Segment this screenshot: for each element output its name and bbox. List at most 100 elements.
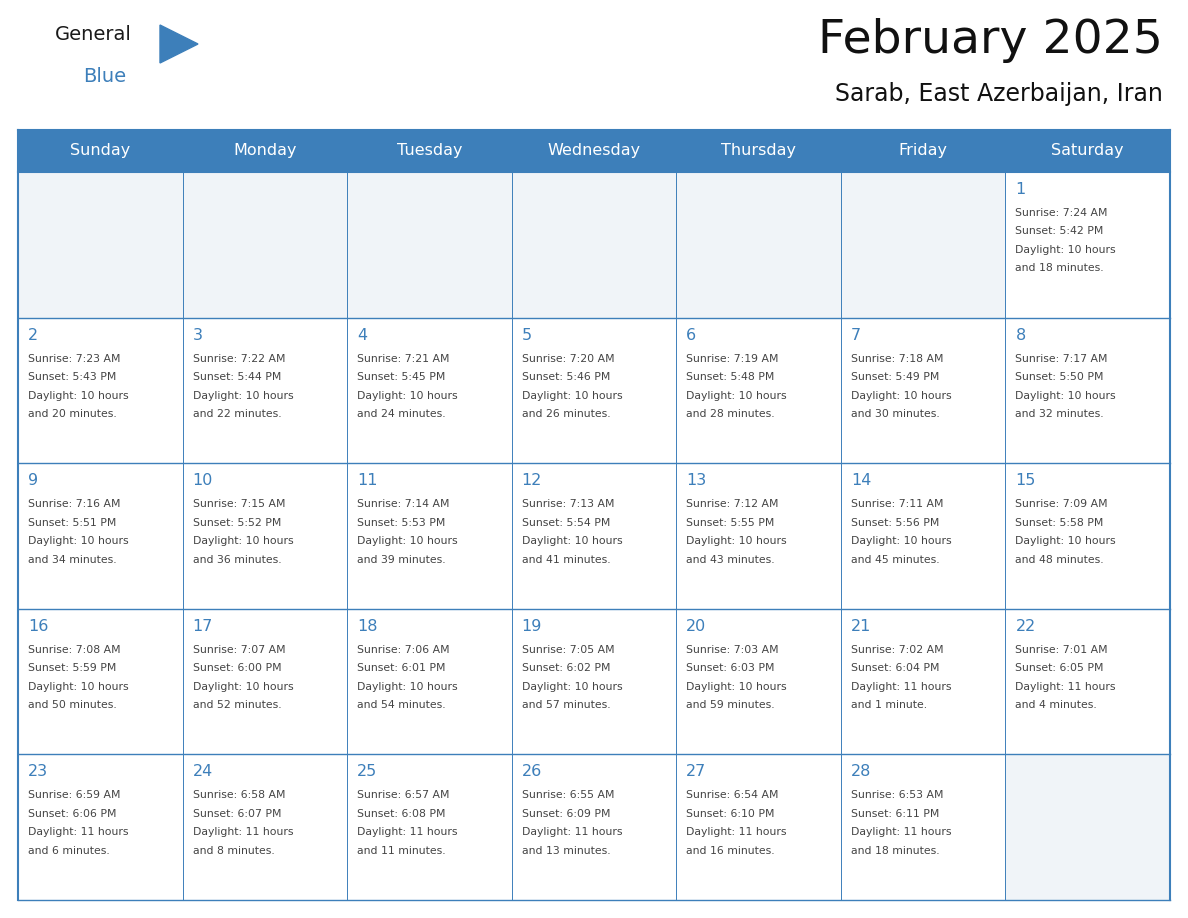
Text: and 1 minute.: and 1 minute.	[851, 700, 927, 711]
Bar	[676, 318, 841, 464]
Text: Sunrise: 7:12 AM: Sunrise: 7:12 AM	[687, 499, 779, 509]
Text: Sunrise: 6:53 AM: Sunrise: 6:53 AM	[851, 790, 943, 800]
Text: 19: 19	[522, 619, 542, 633]
Text: Sunrise: 7:17 AM: Sunrise: 7:17 AM	[1016, 353, 1108, 364]
Text: and 8 minutes.: and 8 minutes.	[192, 845, 274, 856]
Text: Sunset: 6:05 PM: Sunset: 6:05 PM	[1016, 664, 1104, 673]
Bar	[841, 172, 1005, 318]
Bar	[347, 318, 512, 464]
Text: General: General	[55, 25, 132, 44]
Text: and 50 minutes.: and 50 minutes.	[29, 700, 116, 711]
Text: Friday: Friday	[898, 143, 948, 159]
Text: Daylight: 10 hours: Daylight: 10 hours	[522, 390, 623, 400]
Text: and 13 minutes.: and 13 minutes.	[522, 845, 611, 856]
Text: and 41 minutes.: and 41 minutes.	[522, 554, 611, 565]
Bar	[841, 464, 1005, 609]
Text: 2: 2	[29, 328, 38, 342]
Bar	[347, 755, 512, 900]
Text: Daylight: 11 hours: Daylight: 11 hours	[851, 682, 952, 692]
Bar	[18, 172, 183, 318]
Text: Daylight: 10 hours: Daylight: 10 hours	[358, 536, 457, 546]
Bar	[1005, 318, 1170, 464]
Text: Daylight: 10 hours: Daylight: 10 hours	[851, 536, 952, 546]
Text: Sunrise: 7:19 AM: Sunrise: 7:19 AM	[687, 353, 779, 364]
Text: 11: 11	[358, 473, 378, 488]
Text: Daylight: 10 hours: Daylight: 10 hours	[1016, 245, 1116, 255]
Text: Sunrise: 7:09 AM: Sunrise: 7:09 AM	[1016, 499, 1108, 509]
Text: Sunrise: 7:06 AM: Sunrise: 7:06 AM	[358, 644, 450, 655]
Text: Sunrise: 7:07 AM: Sunrise: 7:07 AM	[192, 644, 285, 655]
Text: Sunrise: 7:01 AM: Sunrise: 7:01 AM	[1016, 644, 1108, 655]
Text: 5: 5	[522, 328, 532, 342]
Text: Daylight: 10 hours: Daylight: 10 hours	[358, 390, 457, 400]
Text: Daylight: 10 hours: Daylight: 10 hours	[522, 536, 623, 546]
Text: Sunset: 6:10 PM: Sunset: 6:10 PM	[687, 809, 775, 819]
Text: Sunrise: 6:59 AM: Sunrise: 6:59 AM	[29, 790, 120, 800]
Text: Daylight: 10 hours: Daylight: 10 hours	[192, 536, 293, 546]
Text: and 16 minutes.: and 16 minutes.	[687, 845, 775, 856]
Text: Sunrise: 7:11 AM: Sunrise: 7:11 AM	[851, 499, 943, 509]
Bar	[347, 609, 512, 755]
Text: and 4 minutes.: and 4 minutes.	[1016, 700, 1098, 711]
Text: 28: 28	[851, 765, 871, 779]
Bar	[183, 755, 347, 900]
Bar	[1005, 755, 1170, 900]
Text: Wednesday: Wednesday	[548, 143, 640, 159]
Text: and 11 minutes.: and 11 minutes.	[358, 845, 446, 856]
Text: 12: 12	[522, 473, 542, 488]
Bar	[841, 755, 1005, 900]
Text: Sunrise: 7:24 AM: Sunrise: 7:24 AM	[1016, 208, 1108, 218]
Bar	[183, 172, 347, 318]
Text: 6: 6	[687, 328, 696, 342]
Text: Sunrise: 7:18 AM: Sunrise: 7:18 AM	[851, 353, 943, 364]
Text: and 18 minutes.: and 18 minutes.	[1016, 263, 1104, 274]
Text: and 48 minutes.: and 48 minutes.	[1016, 554, 1104, 565]
Bar	[676, 172, 841, 318]
Text: Sunset: 6:02 PM: Sunset: 6:02 PM	[522, 664, 611, 673]
Text: Sunset: 6:03 PM: Sunset: 6:03 PM	[687, 664, 775, 673]
Text: Daylight: 11 hours: Daylight: 11 hours	[29, 827, 128, 837]
Text: Sunrise: 7:16 AM: Sunrise: 7:16 AM	[29, 499, 120, 509]
Text: and 18 minutes.: and 18 minutes.	[851, 845, 940, 856]
Text: and 52 minutes.: and 52 minutes.	[192, 700, 282, 711]
Text: Sunrise: 6:57 AM: Sunrise: 6:57 AM	[358, 790, 449, 800]
Text: Sunset: 6:06 PM: Sunset: 6:06 PM	[29, 809, 116, 819]
Text: Daylight: 10 hours: Daylight: 10 hours	[1016, 536, 1116, 546]
Text: Sunrise: 6:54 AM: Sunrise: 6:54 AM	[687, 790, 779, 800]
Text: Sunset: 5:42 PM: Sunset: 5:42 PM	[1016, 227, 1104, 237]
Bar	[512, 755, 676, 900]
Bar	[18, 464, 183, 609]
Bar	[512, 318, 676, 464]
Text: Monday: Monday	[233, 143, 297, 159]
Text: Daylight: 10 hours: Daylight: 10 hours	[1016, 390, 1116, 400]
Text: 3: 3	[192, 328, 203, 342]
Bar	[841, 318, 1005, 464]
Text: Sunset: 5:54 PM: Sunset: 5:54 PM	[522, 518, 611, 528]
Text: Daylight: 10 hours: Daylight: 10 hours	[851, 390, 952, 400]
Text: Sunset: 6:08 PM: Sunset: 6:08 PM	[358, 809, 446, 819]
Text: Daylight: 11 hours: Daylight: 11 hours	[192, 827, 293, 837]
Text: Sunrise: 7:23 AM: Sunrise: 7:23 AM	[29, 353, 120, 364]
Text: Daylight: 10 hours: Daylight: 10 hours	[522, 682, 623, 692]
Text: Sunset: 6:07 PM: Sunset: 6:07 PM	[192, 809, 282, 819]
Text: Daylight: 10 hours: Daylight: 10 hours	[687, 390, 786, 400]
Bar	[1005, 172, 1170, 318]
Text: 14: 14	[851, 473, 871, 488]
Text: Sunrise: 6:55 AM: Sunrise: 6:55 AM	[522, 790, 614, 800]
Text: and 30 minutes.: and 30 minutes.	[851, 409, 940, 420]
Text: and 54 minutes.: and 54 minutes.	[358, 700, 446, 711]
Text: 20: 20	[687, 619, 707, 633]
Text: Daylight: 10 hours: Daylight: 10 hours	[687, 536, 786, 546]
Bar	[676, 609, 841, 755]
Text: Thursday: Thursday	[721, 143, 796, 159]
Text: Daylight: 11 hours: Daylight: 11 hours	[522, 827, 623, 837]
Bar	[183, 318, 347, 464]
Bar	[183, 609, 347, 755]
Text: Sunrise: 7:15 AM: Sunrise: 7:15 AM	[192, 499, 285, 509]
Text: Daylight: 10 hours: Daylight: 10 hours	[192, 682, 293, 692]
Text: Sunrise: 7:13 AM: Sunrise: 7:13 AM	[522, 499, 614, 509]
Text: Sunset: 5:49 PM: Sunset: 5:49 PM	[851, 372, 940, 382]
Text: Sunset: 6:09 PM: Sunset: 6:09 PM	[522, 809, 611, 819]
Text: and 43 minutes.: and 43 minutes.	[687, 554, 775, 565]
Text: Sunset: 5:48 PM: Sunset: 5:48 PM	[687, 372, 775, 382]
